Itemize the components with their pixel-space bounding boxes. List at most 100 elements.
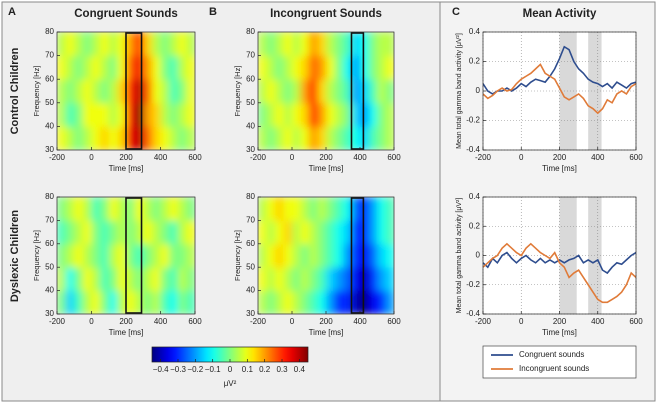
y-axis-label: Frequency [Hz] [233,66,242,117]
heatmap-cell [326,32,335,57]
heatmap-cell [351,267,361,292]
heatmap-cell [275,197,284,221]
heatmap-cell [343,55,352,80]
heatmap-cell [343,243,352,268]
heatmap-cell [309,197,318,221]
heatmap-cell [100,290,110,314]
x-tick-label: 200 [553,317,567,326]
heatmap-cell [258,197,267,221]
heatmap-cell [309,102,318,127]
heatmap-cell [169,243,179,268]
y-tick-label: 0.4 [469,27,481,36]
heatmap-cell [343,32,352,57]
heatmap-cell [65,126,75,150]
heatmap-cell [317,126,327,150]
heatmap-cell [300,243,310,268]
heatmap-cell [151,197,161,221]
heatmap-cell [258,220,267,245]
heatmap-cell [126,126,136,150]
heatmap-cell [300,197,310,221]
heatmap-cell [117,102,127,127]
x-tick-label: 0 [290,153,295,162]
heatmap-cell [351,32,361,57]
heatmap-cell [74,290,84,314]
x-tick-label: 400 [591,153,605,162]
y-tick-label: 0.2 [469,57,481,66]
heatmap-cell [300,290,310,314]
heatmap-cell [292,79,301,104]
heatmap-cell [343,267,352,292]
heatmap-cell [108,55,118,80]
x-tick-label: 0 [89,153,94,162]
heatmap-cell [368,243,378,268]
y-tick-label: 30 [45,309,54,318]
heatmap-cell [300,79,310,104]
heatmap-cell [74,102,84,127]
heatmap-cell [377,197,386,221]
heatmap-cell [57,126,67,150]
heatmap-cell [385,290,394,314]
heatmap-cell [126,102,136,127]
heatmap-cell [368,55,378,80]
heatmap-cell [117,32,127,57]
x-tick-label: -200 [49,317,66,326]
highlight-window [125,32,143,150]
heatmap-cell [151,102,161,127]
heatmap-cell [283,243,293,268]
heatmap-cell [377,79,386,104]
y-tick-label: 50 [246,262,255,271]
heatmap-cell [186,220,195,245]
heatmap-cell [275,267,284,292]
heatmap-cell [385,197,394,221]
heatmap-cell [300,267,310,292]
heatmap-cell [326,220,335,245]
heatmap-cell [82,126,92,150]
heatmap-cell [317,32,327,57]
highlight-band [559,197,577,314]
heatmap-cell [309,290,318,314]
heatmap-cell [377,267,386,292]
heatmap-cell [266,220,276,245]
highlight-window [350,32,365,150]
x-tick-label: 600 [188,317,202,326]
heatmap-cell [377,32,386,57]
heatmap-cell [134,55,144,80]
heatmap-cell [126,267,136,292]
heatmap-cell [283,55,293,80]
heatmap-cell [368,126,378,150]
x-tick-label: -200 [250,317,267,326]
heatmap-cell [160,220,170,245]
heatmap-cell [266,290,276,314]
heatmap-cell [117,220,127,245]
heatmap-cell [334,102,344,127]
heatmap-cell [385,55,394,80]
heatmap-cell [126,197,136,221]
y-tick-label: 60 [45,239,54,248]
heatmap-cell [317,197,327,221]
heatmap-cell [300,220,310,245]
heatmap-cell [143,267,153,292]
heatmap-cell [300,126,310,150]
x-axis-label: Time [ms] [109,164,144,173]
heatmap-cell [100,102,110,127]
panel-letter: A [8,6,16,18]
y-tick-label: 60 [246,74,255,83]
heatmap-cell [292,220,301,245]
heatmap-cell [266,79,276,104]
heatmap-cell [317,79,327,104]
heatmap-cell [186,126,195,150]
heatmap-cell [134,32,144,57]
heatmap-cell [275,32,284,57]
heatmap-cell [334,55,344,80]
heatmap-cell [377,220,386,245]
heatmap-cell [82,55,92,80]
heatmap-cell [326,267,335,292]
heatmap-cell [334,220,344,245]
heatmap-cell [117,243,127,268]
heatmap-cells [57,197,195,314]
heatmap-cell [65,55,75,80]
y-tick-label: 50 [246,98,255,107]
y-tick-label: 80 [246,27,255,36]
heatmap-cell [134,267,144,292]
